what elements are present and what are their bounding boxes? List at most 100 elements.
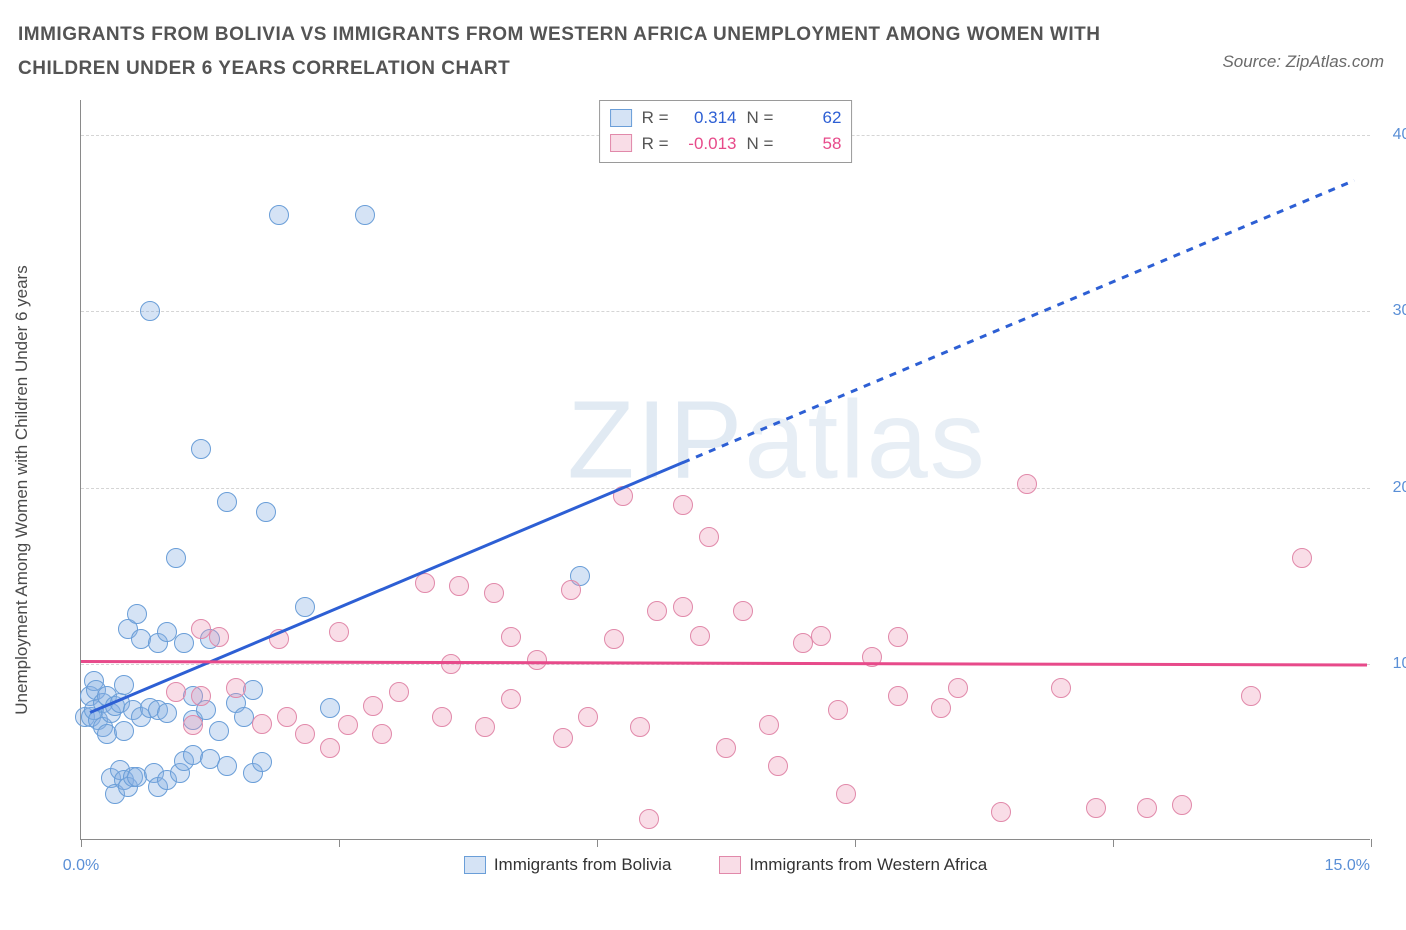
swatch-bolivia: [610, 109, 632, 127]
data-point-westafrica: [888, 627, 908, 647]
x-tick-label: 0.0%: [63, 857, 99, 875]
data-point-bolivia: [114, 675, 134, 695]
legend-label-bolivia: Immigrants from Bolivia: [494, 855, 672, 875]
y-tick-label: 10.0%: [1378, 655, 1406, 673]
trend-line-bolivia: [89, 461, 683, 713]
data-point-westafrica: [1051, 678, 1071, 698]
data-point-bolivia: [355, 205, 375, 225]
data-point-bolivia: [157, 703, 177, 723]
data-point-westafrica: [716, 738, 736, 758]
data-point-westafrica: [733, 601, 753, 621]
stats-row-westafrica: R = -0.013 N = 58: [610, 131, 842, 157]
legend-item-bolivia: Immigrants from Bolivia: [464, 855, 672, 875]
watermark-bold: ZIP: [567, 378, 744, 501]
legend-swatch-bolivia: [464, 856, 486, 874]
data-point-westafrica: [501, 689, 521, 709]
data-point-westafrica: [828, 700, 848, 720]
data-point-westafrica: [578, 707, 598, 727]
data-point-westafrica: [639, 809, 659, 829]
data-point-westafrica: [630, 717, 650, 737]
data-point-westafrica: [604, 629, 624, 649]
gridline: [81, 311, 1370, 312]
data-point-westafrica: [441, 654, 461, 674]
chart-title: IMMIGRANTS FROM BOLIVIA VS IMMIGRANTS FR…: [18, 18, 1118, 86]
n-value-westafrica: 58: [783, 131, 841, 157]
n-label: N =: [747, 131, 774, 157]
data-point-westafrica: [811, 626, 831, 646]
data-point-westafrica: [209, 627, 229, 647]
bottom-legend: Immigrants from Bolivia Immigrants from …: [81, 855, 1370, 875]
stats-row-bolivia: R = 0.314 N = 62: [610, 105, 842, 131]
correlation-stats-box: R = 0.314 N = 62 R = -0.013 N = 58: [599, 100, 853, 163]
trend-line-bolivia-extrapolated: [683, 179, 1355, 463]
data-point-westafrica: [389, 682, 409, 702]
x-tick: [339, 839, 340, 847]
data-point-westafrica: [475, 717, 495, 737]
data-point-westafrica: [277, 707, 297, 727]
plot-area: ZIPatlas R = 0.314 N = 62 R = -0.013 N =…: [80, 100, 1370, 840]
gridline: [81, 488, 1370, 489]
data-point-westafrica: [768, 756, 788, 776]
r-value-westafrica: -0.013: [679, 131, 737, 157]
x-tick: [597, 839, 598, 847]
data-point-westafrica: [931, 698, 951, 718]
x-tick: [1113, 839, 1114, 847]
data-point-westafrica: [991, 802, 1011, 822]
r-label: R =: [642, 131, 669, 157]
n-label: N =: [747, 105, 774, 131]
data-point-bolivia: [209, 721, 229, 741]
data-point-westafrica: [553, 728, 573, 748]
data-point-westafrica: [673, 495, 693, 515]
data-point-westafrica: [183, 715, 203, 735]
data-point-westafrica: [320, 738, 340, 758]
x-tick: [855, 839, 856, 847]
data-point-bolivia: [191, 439, 211, 459]
data-point-bolivia: [166, 548, 186, 568]
data-point-bolivia: [269, 205, 289, 225]
data-point-bolivia: [256, 502, 276, 522]
data-point-westafrica: [1292, 548, 1312, 568]
data-point-bolivia: [243, 680, 263, 700]
r-value-bolivia: 0.314: [679, 105, 737, 131]
data-point-westafrica: [888, 686, 908, 706]
r-label: R =: [642, 105, 669, 131]
source-attribution: Source: ZipAtlas.com: [1222, 52, 1384, 72]
data-point-westafrica: [338, 715, 358, 735]
data-point-bolivia: [114, 721, 134, 741]
plot-container: Unemployment Among Women with Children U…: [60, 100, 1380, 880]
data-point-bolivia: [217, 492, 237, 512]
data-point-westafrica: [699, 527, 719, 547]
data-point-westafrica: [329, 622, 349, 642]
data-point-westafrica: [948, 678, 968, 698]
data-point-westafrica: [295, 724, 315, 744]
data-point-westafrica: [1017, 474, 1037, 494]
data-point-westafrica: [501, 627, 521, 647]
watermark-thin: atlas: [744, 378, 986, 501]
y-axis-label: Unemployment Among Women with Children U…: [12, 265, 32, 714]
data-point-bolivia: [140, 301, 160, 321]
data-point-bolivia: [320, 698, 340, 718]
legend-label-westafrica: Immigrants from Western Africa: [749, 855, 987, 875]
data-point-bolivia: [252, 752, 272, 772]
legend-swatch-westafrica: [719, 856, 741, 874]
data-point-westafrica: [836, 784, 856, 804]
data-point-westafrica: [647, 601, 667, 621]
y-tick-label: 20.0%: [1378, 479, 1406, 497]
data-point-westafrica: [484, 583, 504, 603]
data-point-westafrica: [449, 576, 469, 596]
data-point-westafrica: [561, 580, 581, 600]
data-point-westafrica: [1172, 795, 1192, 815]
y-tick-label: 40.0%: [1378, 126, 1406, 144]
n-value-bolivia: 62: [783, 105, 841, 131]
x-tick-label: 15.0%: [1325, 857, 1370, 875]
data-point-westafrica: [226, 678, 246, 698]
data-point-westafrica: [1086, 798, 1106, 818]
data-point-westafrica: [415, 573, 435, 593]
data-point-bolivia: [127, 604, 147, 624]
legend-item-westafrica: Immigrants from Western Africa: [719, 855, 987, 875]
data-point-westafrica: [363, 696, 383, 716]
data-point-westafrica: [432, 707, 452, 727]
data-point-westafrica: [191, 686, 211, 706]
data-point-westafrica: [166, 682, 186, 702]
swatch-westafrica: [610, 134, 632, 152]
